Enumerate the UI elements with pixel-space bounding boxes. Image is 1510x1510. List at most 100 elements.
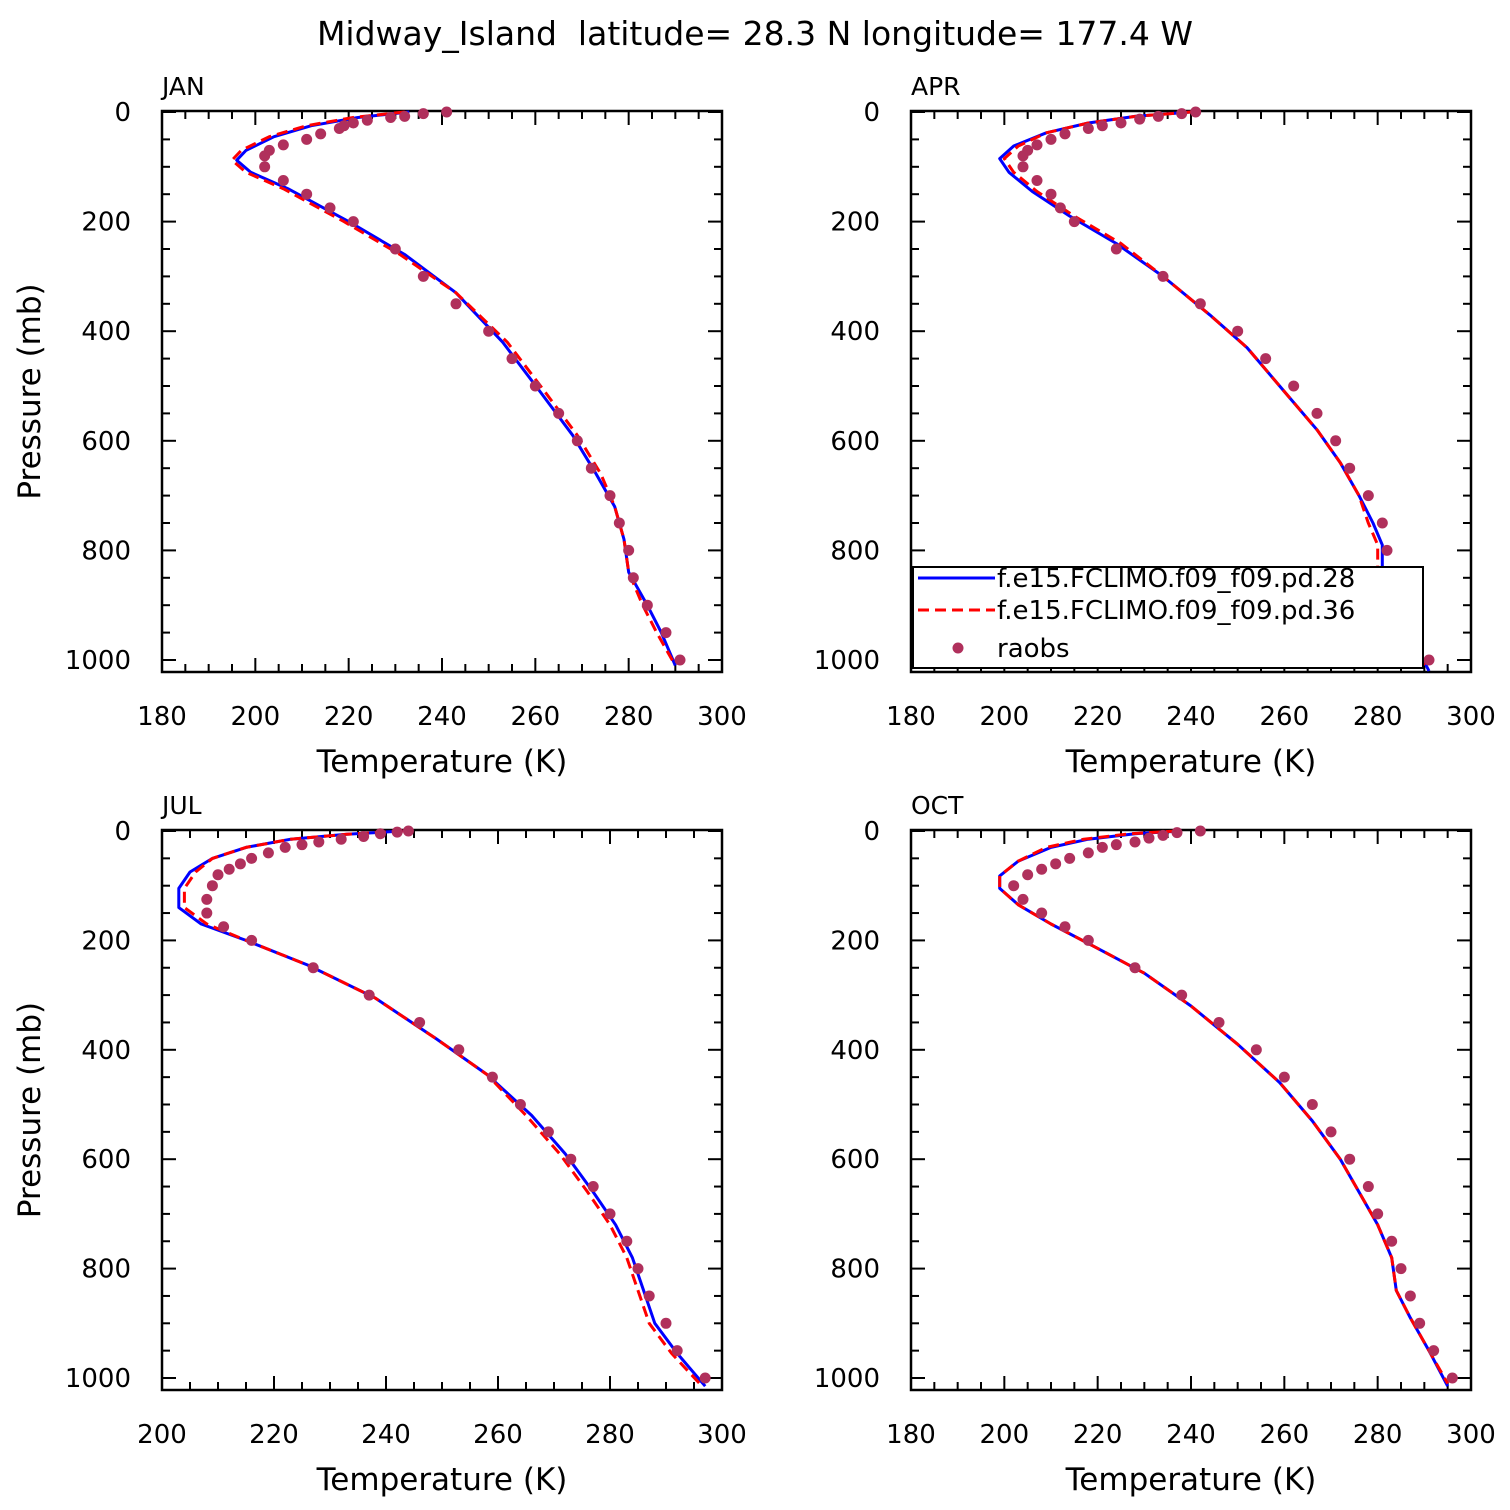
raobs-point <box>1157 829 1169 841</box>
y-tick-label: 800 <box>81 1255 131 1285</box>
x-tick-label: 300 <box>697 702 747 732</box>
raobs-point <box>1050 858 1062 870</box>
raobs-point <box>1423 654 1435 666</box>
raobs-point <box>1213 1016 1225 1028</box>
raobs-point <box>402 825 414 837</box>
y-tick-label: 1000 <box>65 646 131 676</box>
raobs-point <box>1017 893 1029 905</box>
panel-title: OCT <box>911 791 964 820</box>
x-tick-label: 220 <box>249 1420 299 1450</box>
raobs-point <box>391 826 403 838</box>
raobs-point <box>585 462 597 474</box>
raobs-point <box>223 863 235 875</box>
raobs-point <box>1176 989 1188 1001</box>
raobs-point <box>1143 832 1155 844</box>
raobs-point <box>277 139 289 151</box>
raobs-point <box>529 380 541 392</box>
raobs-point <box>1176 108 1188 120</box>
x-tick-label: 260 <box>1260 1420 1310 1450</box>
raobs-point <box>565 1153 577 1165</box>
raobs-point <box>1082 934 1094 946</box>
raobs-point <box>358 830 370 842</box>
x-tick-label: 260 <box>473 1420 523 1450</box>
raobs-point <box>333 122 345 134</box>
legend-label: raobs <box>997 634 1070 664</box>
raobs-point <box>1376 517 1388 529</box>
raobs-point <box>363 989 375 1001</box>
raobs-point <box>262 847 274 859</box>
raobs-point <box>417 270 429 282</box>
raobs-point <box>206 880 218 892</box>
raobs-point <box>627 572 639 584</box>
raobs-point <box>296 839 308 851</box>
x-tick-label: 240 <box>417 702 467 732</box>
raobs-point <box>1031 139 1043 151</box>
panel-title: JAN <box>160 72 205 101</box>
chart-panel-2: JUL 200 220 240 260 280 300 0 200 400 600 800 1000 Te… <box>12 791 747 1498</box>
raobs-point <box>1325 1126 1337 1138</box>
raobs-point <box>660 627 672 639</box>
raobs-point <box>1414 1317 1426 1329</box>
raobs-point <box>301 188 313 200</box>
raobs-point <box>1446 1372 1458 1384</box>
raobs-point <box>218 921 230 933</box>
y-tick-label: 800 <box>830 1255 880 1285</box>
raobs-point <box>643 1290 655 1302</box>
x-tick-label: 240 <box>361 1420 411 1450</box>
raobs-point <box>1110 839 1122 851</box>
y-axis-title: Pressure (mb) <box>12 1002 48 1218</box>
chart-panel-1: APR 180 200 220 240 260 280 300 0 200 400 600 800 100… <box>814 72 1496 780</box>
x-tick-label: 260 <box>511 702 561 732</box>
series-line-2 <box>182 829 701 1385</box>
raobs-point <box>361 114 373 126</box>
y-tick-label: 0 <box>114 98 131 128</box>
raobs-point <box>1362 1181 1374 1193</box>
raobs-point <box>641 599 653 611</box>
raobs-point <box>1428 1345 1440 1357</box>
y-tick-label: 400 <box>830 1036 880 1066</box>
raobs-point <box>315 128 327 140</box>
x-tick-label: 260 <box>1260 702 1310 732</box>
raobs-point <box>307 962 319 974</box>
y-tick-label: 1000 <box>814 1364 880 1394</box>
raobs-point <box>1110 243 1122 255</box>
raobs-point <box>385 111 397 123</box>
y-axis-title: Pressure (mb) <box>12 283 48 499</box>
raobs-point <box>1036 863 1048 875</box>
raobs-point <box>1194 825 1206 837</box>
raobs-point <box>604 490 616 502</box>
legend: f.e15.FCLIMO.f09_f09.pd.28f.e15.FCLIMO.f… <box>912 564 1424 669</box>
raobs-point <box>441 106 453 118</box>
raobs-point <box>1068 216 1080 228</box>
x-axis-title: Temperature (K) <box>316 1462 568 1498</box>
raobs-point <box>1260 353 1272 365</box>
y-tick-label: 1000 <box>65 1364 131 1394</box>
raobs-point <box>486 1071 498 1083</box>
raobs-point <box>417 108 429 120</box>
raobs-point <box>1017 150 1029 162</box>
raobs-point <box>259 161 271 173</box>
raobs-point <box>1096 120 1108 132</box>
raobs-point <box>1194 298 1206 310</box>
raobs-point <box>1152 110 1164 122</box>
y-tick-label: 0 <box>863 98 880 128</box>
raobs-point <box>1372 1208 1384 1220</box>
raobs-point <box>1157 270 1169 282</box>
panel-title: JUL <box>160 791 202 820</box>
raobs-point <box>324 202 336 214</box>
raobs-point <box>1386 1235 1398 1247</box>
raobs-point <box>674 654 686 666</box>
raobs-point <box>632 1263 644 1275</box>
raobs-point <box>1064 852 1076 864</box>
raobs-point <box>699 1372 711 1384</box>
chart-panel-3: OCT 180 200 220 240 260 280 300 0 200 400 600 800 100… <box>814 791 1496 1498</box>
raobs-point <box>277 175 289 186</box>
raobs-point <box>1059 921 1071 933</box>
raobs-point <box>453 1044 465 1056</box>
raobs-point <box>347 117 359 129</box>
raobs-point <box>1344 1153 1356 1165</box>
y-tick-label: 200 <box>81 208 131 238</box>
raobs-point <box>553 407 565 419</box>
x-axis-title: Temperature (K) <box>1065 744 1317 780</box>
